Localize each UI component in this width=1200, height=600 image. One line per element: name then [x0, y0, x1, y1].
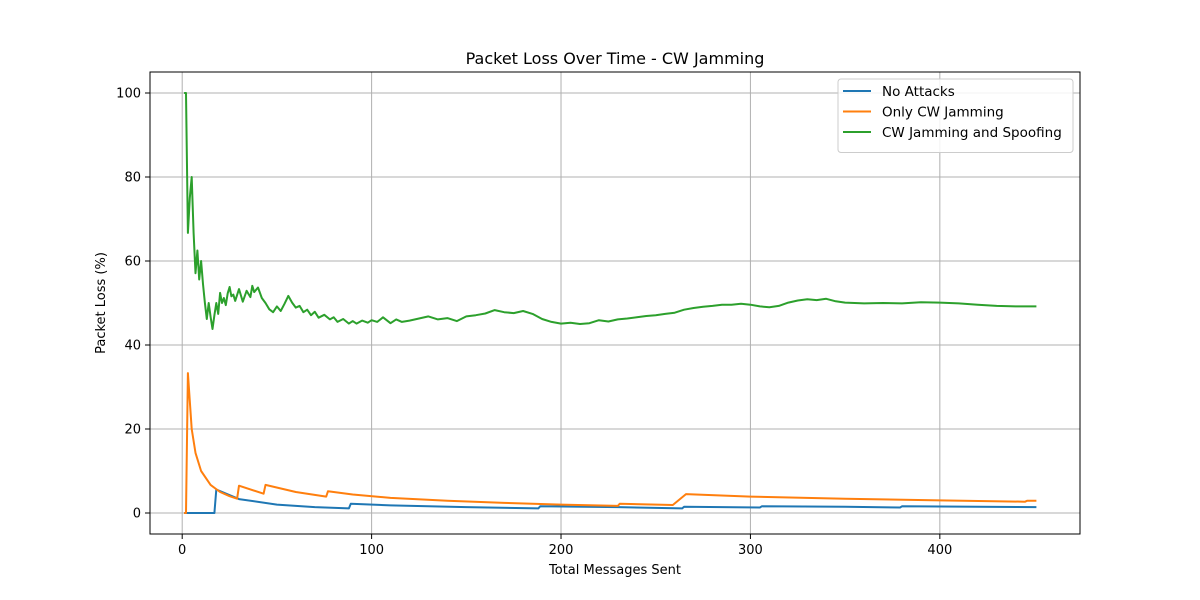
y-tick-label: 80	[124, 171, 141, 186]
y-tick-label: 60	[124, 255, 141, 270]
x-axis-title: Total Messages Sent	[548, 563, 681, 578]
x-tick-label: 0	[178, 543, 186, 558]
x-tick-label: 300	[738, 543, 763, 558]
legend-box	[837, 78, 1074, 153]
y-tick-label: 100	[116, 87, 141, 102]
axis-ticks: 0 100 200 300 400 0 20 40 60 80 100	[116, 87, 952, 559]
legend-label: No Attacks	[882, 84, 955, 100]
legend-label: CW Jamming and Spoofing	[882, 125, 1062, 141]
y-tick-label: 20	[124, 423, 141, 438]
series-layer	[184, 92, 1037, 514]
series-line-cw-jamming-and-spoofing	[184, 92, 1037, 330]
chart-title: Packet Loss Over Time - CW Jamming	[466, 49, 765, 68]
legend-label: Only CW Jamming	[882, 105, 1004, 121]
series-line-only-cw-jamming	[184, 372, 1037, 514]
plot-frame	[149, 71, 1081, 535]
series-line-no-attacks	[184, 488, 1037, 514]
x-tick-label: 400	[927, 543, 952, 558]
legend: No Attacks Only CW Jamming CW Jamming and …	[837, 78, 1074, 153]
y-tick-label: 40	[124, 339, 141, 354]
x-tick-label: 100	[359, 543, 384, 558]
y-tick-label: 0	[133, 507, 141, 522]
y-axis-title: Packet Loss (%)	[94, 252, 109, 354]
x-tick-label: 200	[549, 543, 574, 558]
